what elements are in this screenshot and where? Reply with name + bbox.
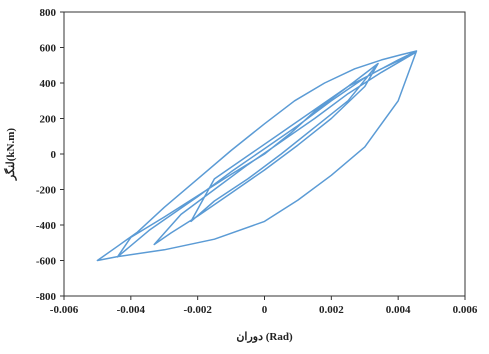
x-tick-label: 0 [262,304,268,316]
y-tick-label: -200 [36,185,57,197]
y-tick-label: 600 [40,43,57,55]
x-tick-label: -0.002 [183,304,212,316]
x-tick-label: -0.006 [50,304,79,316]
tick-layer: -0.006 -0.004 -0.002 0 0.002 0.004 0.006 800 600… [36,7,478,316]
y-axis-title: لنگر(kN.m) [3,128,17,181]
x-tick-label: -0.004 [117,304,146,316]
y-tick-label: -400 [36,220,57,232]
y-tick-label: 0 [51,149,57,161]
x-axis-title: دوران (Rad) [236,331,293,343]
series-layer [96,50,418,262]
y-tick-label: -600 [36,256,57,268]
y-tick-label: 400 [40,78,57,90]
y-tick-label: -800 [36,291,57,303]
y-tick-label: 800 [40,7,57,19]
x-tick-label: 0.006 [453,304,478,316]
x-tick-label: 0.002 [319,304,344,316]
hysteresis-series-line [96,50,418,262]
x-tick-label: 0.004 [386,304,411,316]
y-tick-label: 200 [40,114,57,126]
